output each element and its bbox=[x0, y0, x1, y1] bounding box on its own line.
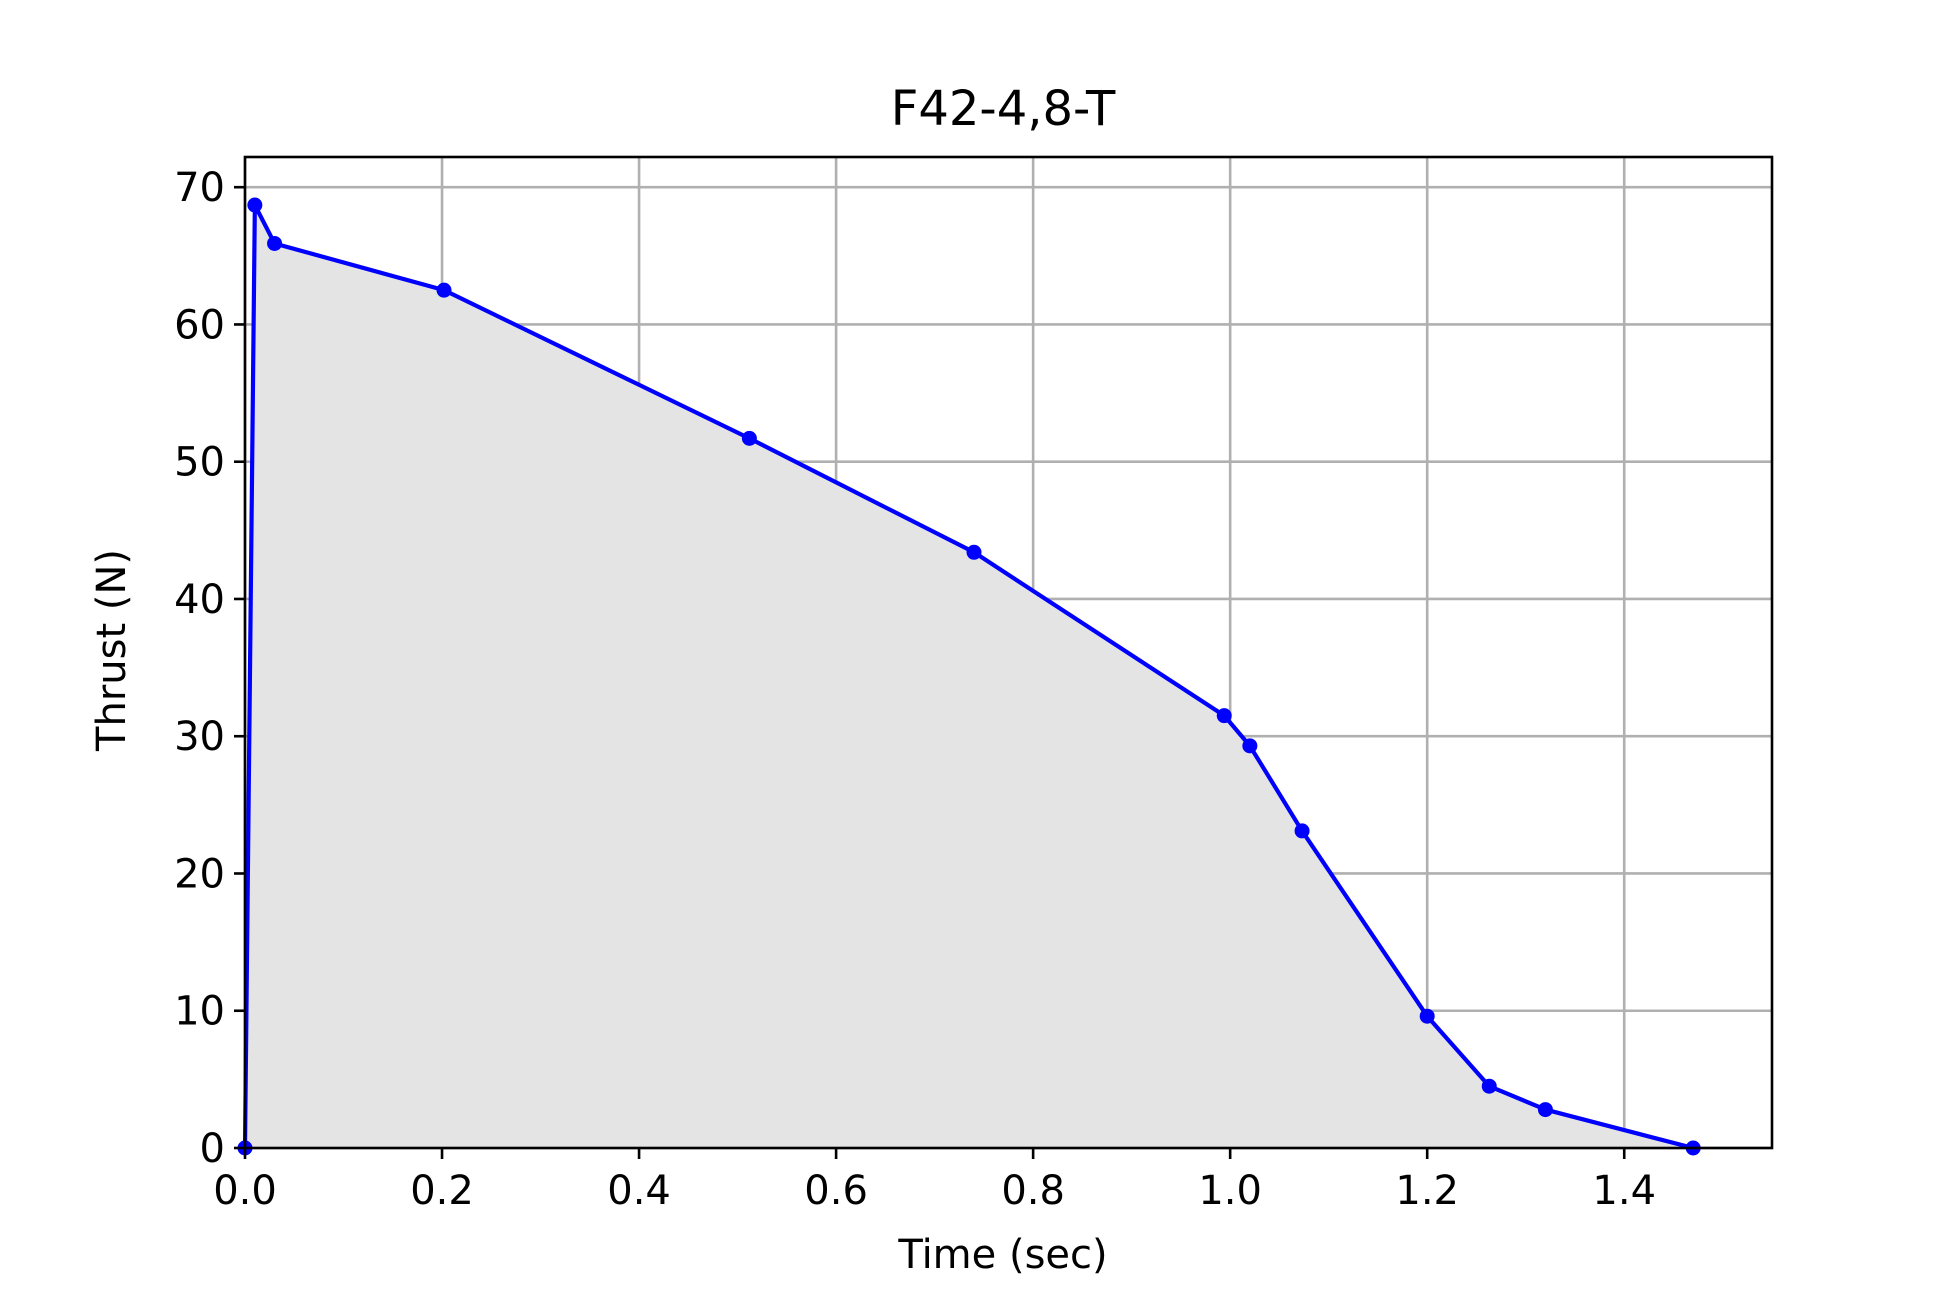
x-axis-title: Time (sec) bbox=[897, 1232, 1107, 1278]
y-tick-label: 50 bbox=[174, 440, 225, 486]
x-tick-label: 1.4 bbox=[1592, 1168, 1656, 1214]
axis-ticks: 0.0 0.2 0.4 0.6 0.8 1.0 1.2 1.4 0 10 20 30 40 50 60 70 bbox=[174, 165, 1656, 1214]
y-tick-label: 10 bbox=[174, 989, 225, 1035]
data-point bbox=[741, 430, 757, 446]
x-tick-label: 1.2 bbox=[1395, 1168, 1459, 1214]
y-axis-title: Thrust (N) bbox=[89, 549, 135, 752]
data-point bbox=[1481, 1078, 1497, 1094]
y-tick-label: 20 bbox=[174, 851, 225, 897]
y-tick-label: 70 bbox=[174, 165, 225, 211]
y-tick-label: 60 bbox=[174, 302, 225, 348]
data-point bbox=[1294, 823, 1310, 839]
x-tick-label: 0.4 bbox=[607, 1168, 671, 1214]
x-tick-label: 0.0 bbox=[213, 1168, 277, 1214]
x-tick-label: 1.0 bbox=[1198, 1168, 1262, 1214]
data-point bbox=[1537, 1102, 1553, 1118]
x-tick-label: 0.6 bbox=[804, 1168, 868, 1214]
chart-title: F42-4,8-T bbox=[891, 81, 1116, 137]
data-points bbox=[237, 197, 1701, 1156]
data-point bbox=[966, 544, 982, 560]
data-point bbox=[267, 235, 283, 251]
x-tick-label: 0.8 bbox=[1001, 1168, 1065, 1214]
data-point bbox=[247, 197, 263, 213]
y-tick-label: 40 bbox=[174, 577, 225, 623]
data-point bbox=[1242, 738, 1258, 754]
x-tick-label: 0.2 bbox=[410, 1168, 474, 1214]
axes-frame bbox=[243, 155, 1774, 1150]
y-tick-label: 30 bbox=[174, 714, 225, 760]
thrust-area-fill bbox=[245, 205, 1694, 1149]
y-tick-label: 0 bbox=[200, 1126, 225, 1172]
data-point bbox=[1216, 708, 1232, 724]
data-point bbox=[436, 282, 452, 298]
data-point bbox=[1419, 1008, 1435, 1024]
